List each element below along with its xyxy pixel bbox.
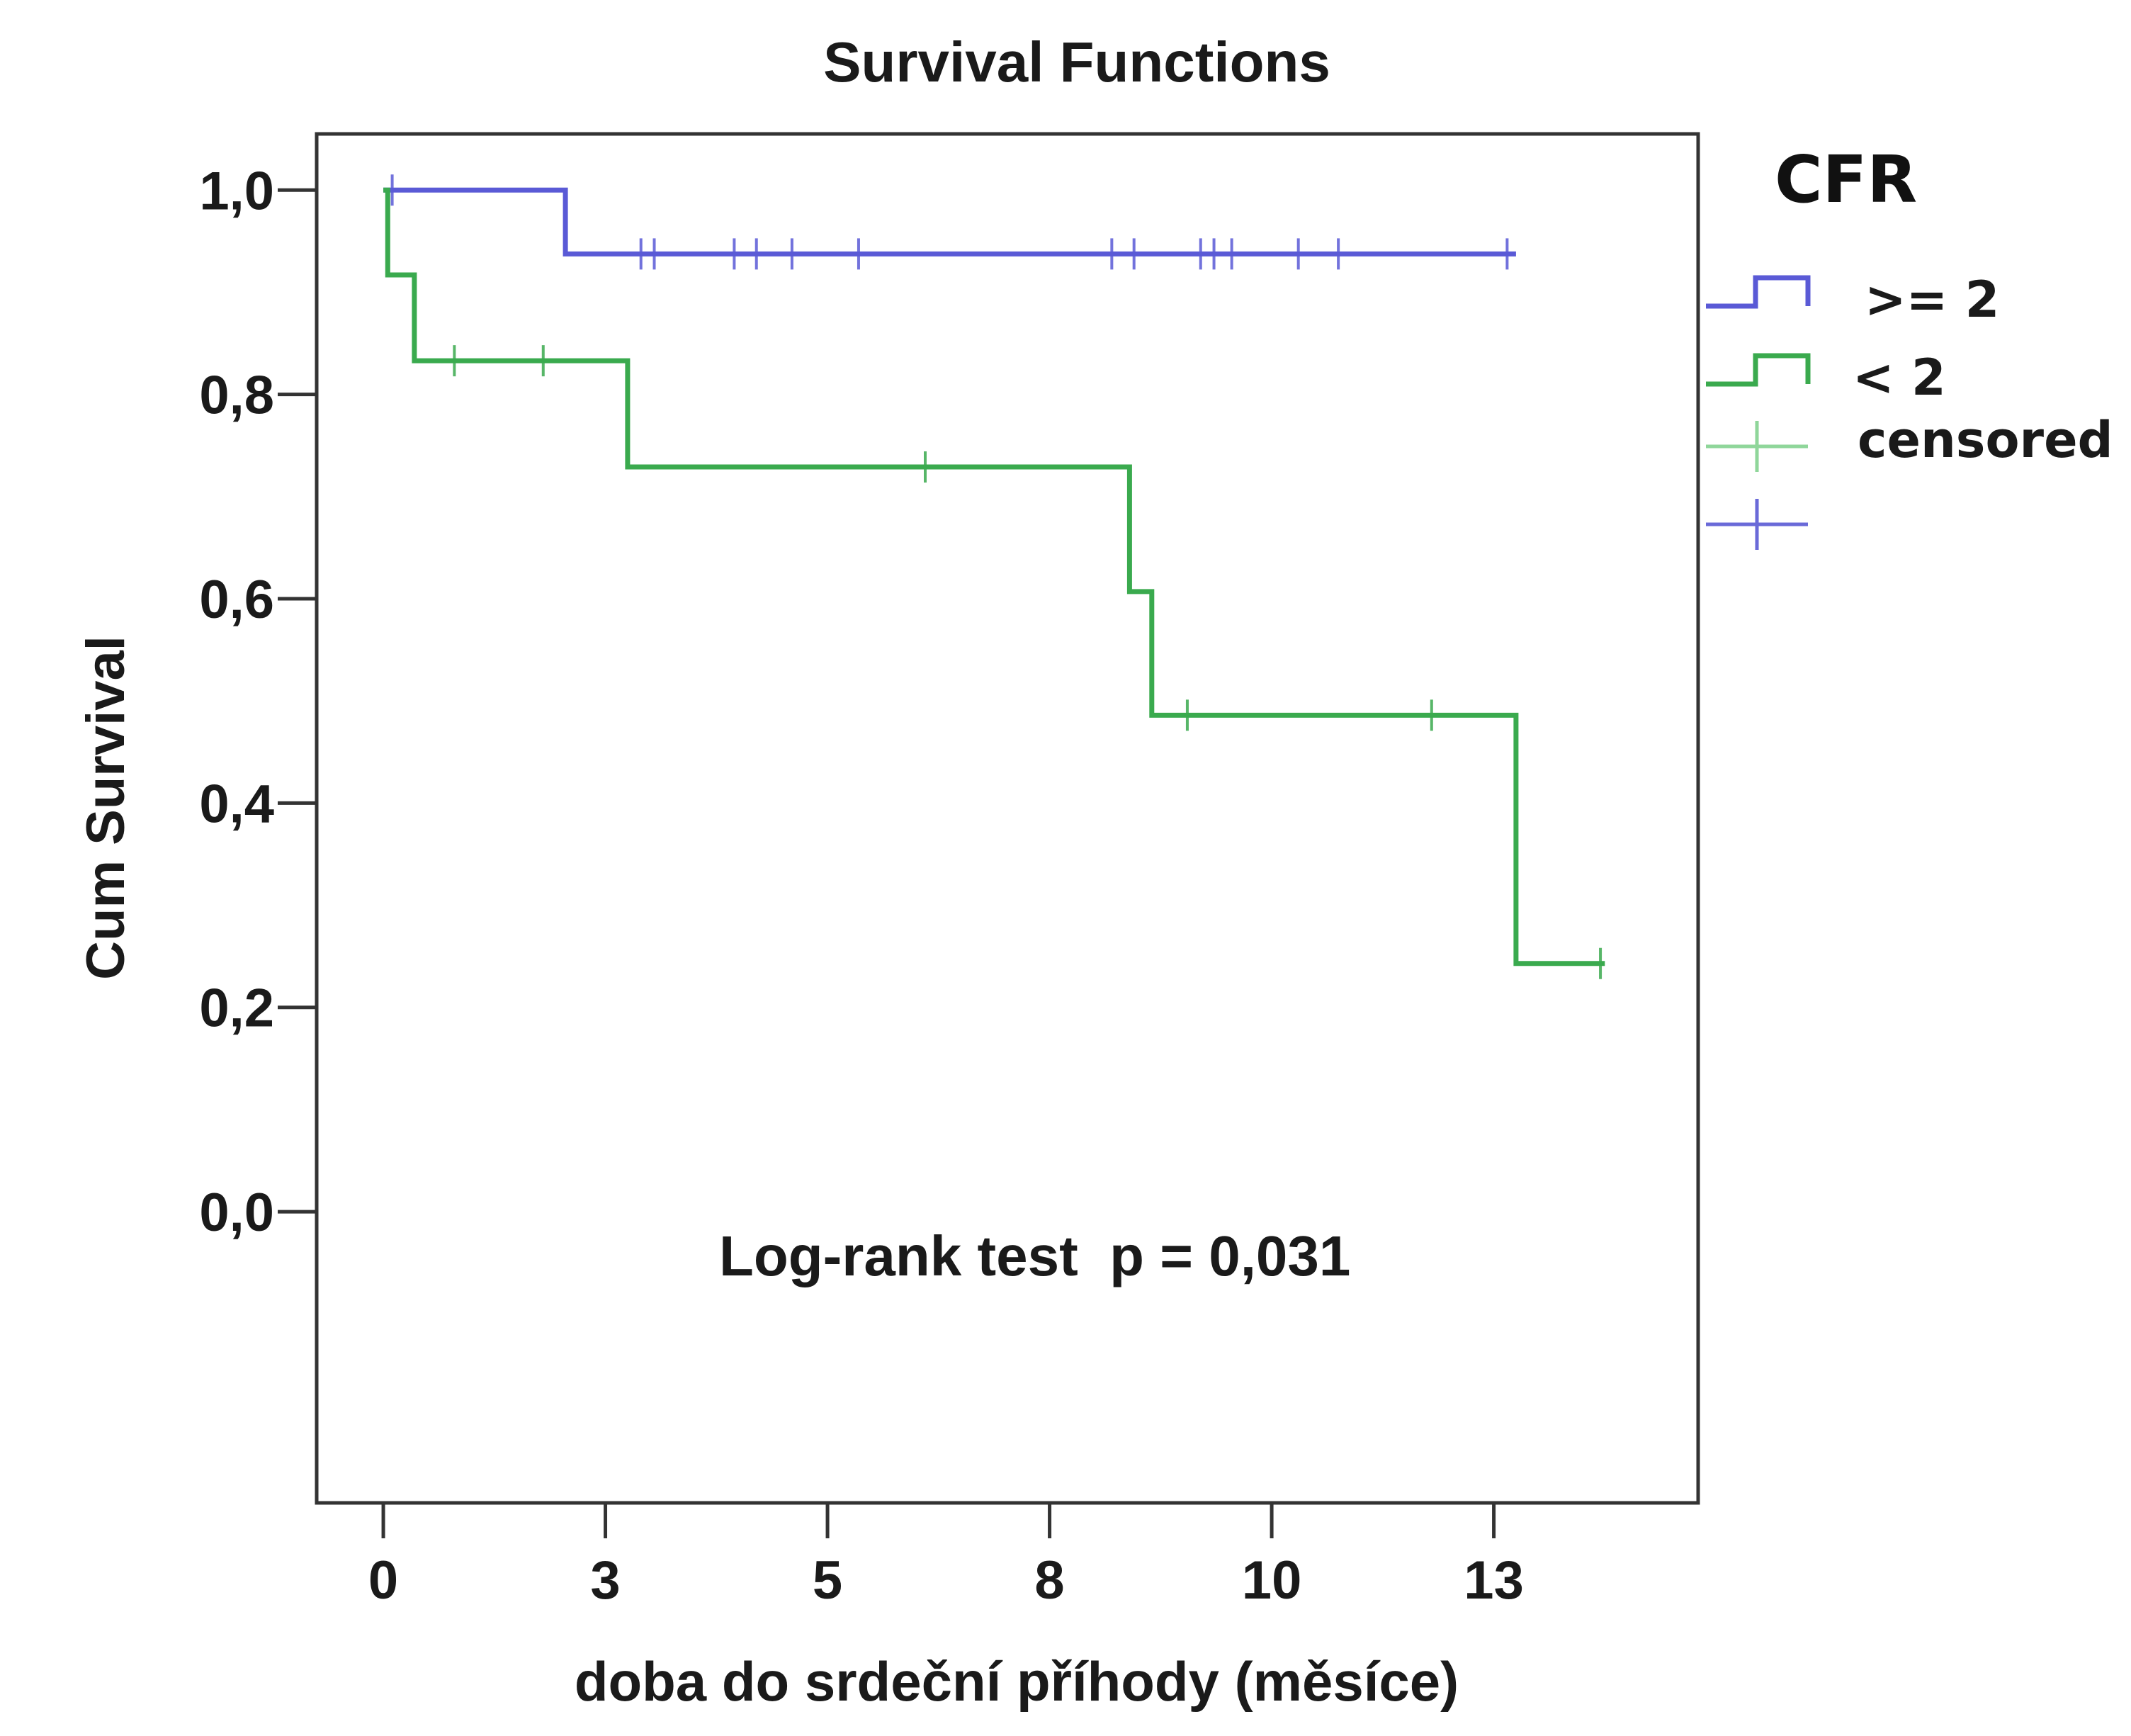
x-axis-title: doba do srdeční příhody (měsíce) [575,1650,1459,1713]
y-tick-label: 0,4 [199,774,274,834]
legend-item-lt2: < 2 [1706,349,1946,407]
x-tick-label: 5 [813,1550,842,1611]
x-tick-label: 13 [1464,1550,1524,1611]
x-tick-label: 0 [368,1550,398,1611]
legend-label-censored: censored [1858,411,2113,469]
chart-title: Survival Functions [823,30,1330,94]
y-tick-label: 1,0 [199,161,274,221]
x-tick-label: 3 [590,1550,620,1611]
y-axis-title: Cum Survival [76,636,136,980]
series-line-ge2 [383,187,1516,257]
legend-title: CFR [1775,142,1917,218]
legend-item-censored: censored [1706,411,2113,550]
y-tick-label: 0,8 [199,366,274,426]
legend: CFR >= 2 < 2 censored [1706,142,2113,550]
legend-swatch-lt2 [1706,353,1811,387]
series-line-lt2 [383,187,1605,966]
y-tick-label: 0,0 [199,1183,274,1243]
x-tick-label: 10 [1242,1550,1302,1611]
x-tick-label: 8 [1034,1550,1064,1611]
logrank-annotation: Log-rank test p = 0,031 [719,1224,1350,1287]
x-axis: 0 3 5 8 10 13 [368,1503,1524,1611]
series-layer [383,174,1605,979]
y-tick-label: 0,6 [199,570,274,630]
legend-label-lt2: < 2 [1853,349,1946,407]
plot-frame [315,132,1700,1505]
legend-item-ge2: >= 2 [1706,271,1999,329]
legend-swatch-ge2 [1706,275,1811,309]
y-tick-label: 0,2 [199,979,274,1039]
legend-label-ge2: >= 2 [1865,271,1999,329]
y-axis: 0,0 0,2 0,4 0,6 0,8 1,0 [199,161,317,1243]
